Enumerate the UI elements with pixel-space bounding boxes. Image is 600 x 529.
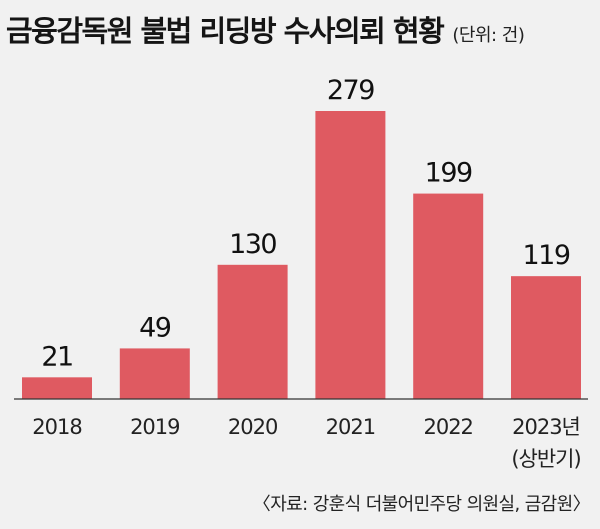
data-label: 199 [425,158,472,189]
bar [315,111,386,399]
x-tick-label: 2021 [326,415,375,439]
data-label: 119 [522,240,569,271]
data-label: 279 [327,75,374,106]
bar [511,276,581,399]
data-label: 21 [41,341,72,372]
bar [119,348,190,399]
x-tick-label: 2019 [130,415,179,439]
x-tick-note: (상반기) [511,447,580,471]
title-row: 금융감독원 불법 리딩방 수사의뢰 현황 (단위: 건) [6,8,525,50]
data-label: 49 [139,312,171,343]
chart-title: 금융감독원 불법 리딩방 수사의뢰 현황 [6,14,445,48]
x-tick-label: 2022 [423,415,472,439]
x-tick-label: 2020 [228,415,277,439]
bar [22,377,92,399]
x-tick-label: 2018 [32,415,81,439]
data-label: 130 [229,229,276,260]
bar [413,193,484,399]
unit-label: (단위: 건) [452,25,525,46]
source-note: 〈자료: 강훈식 더불어민주당 의원실, 금감원〉 [252,494,591,515]
x-tick-label: 2023년 [512,415,580,439]
bar [217,264,288,399]
